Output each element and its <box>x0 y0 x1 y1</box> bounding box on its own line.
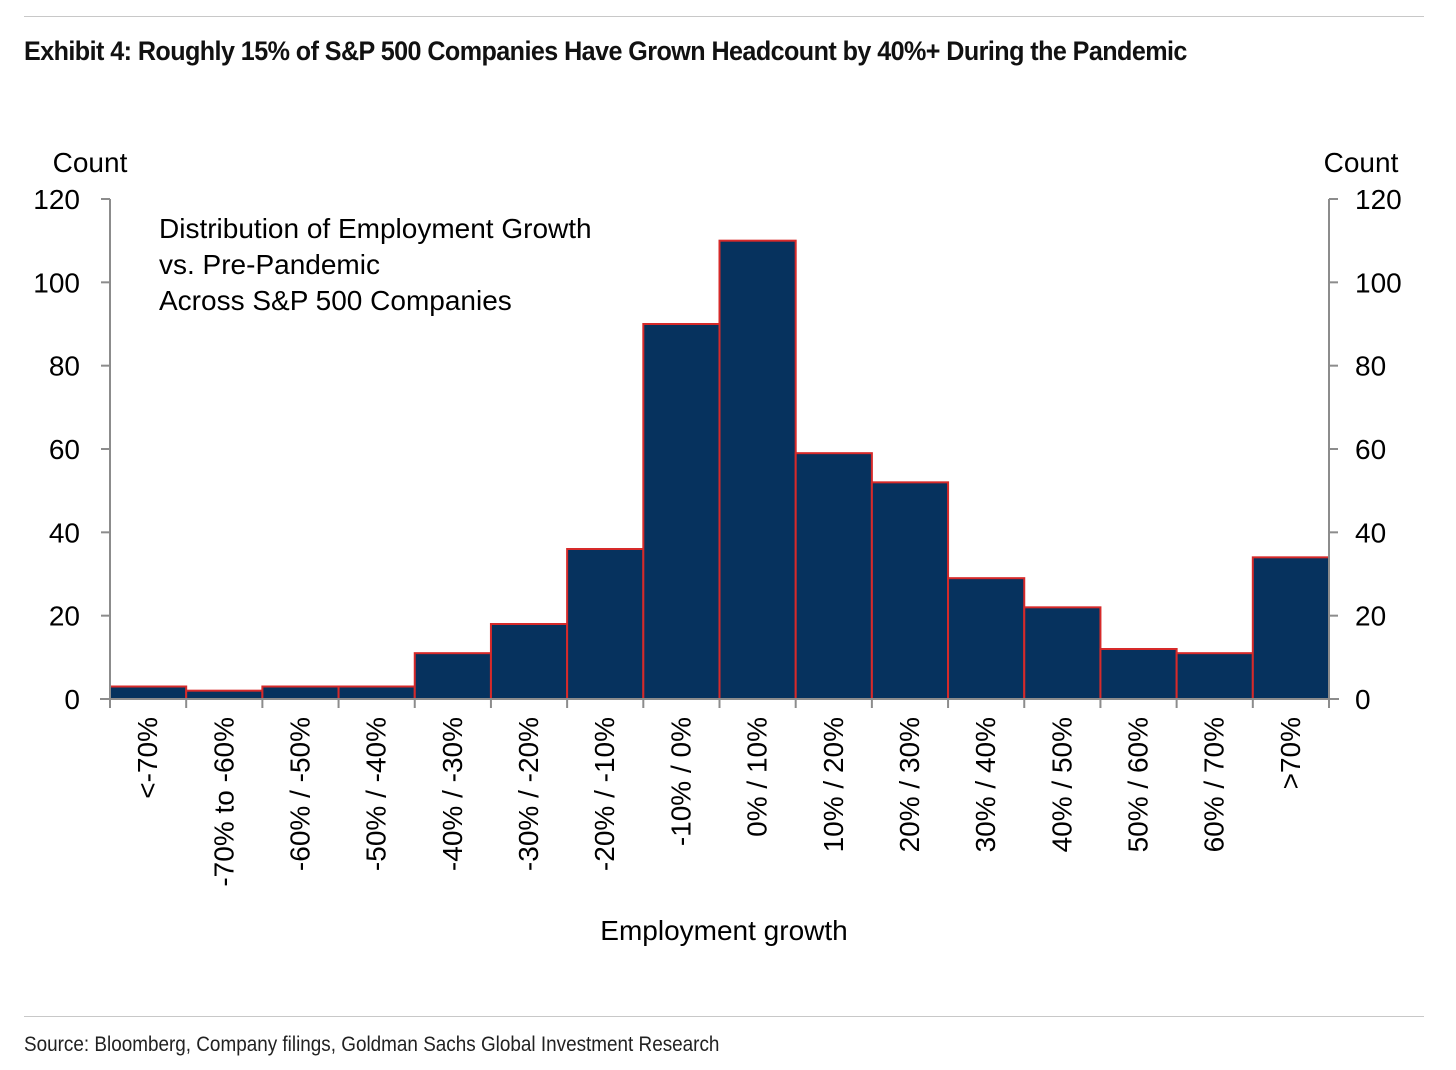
annotation-line: Across S&P 500 Companies <box>159 285 512 316</box>
bar-3 <box>337 685 416 700</box>
right-y-axis-label: Count <box>1324 147 1399 178</box>
right-y-tick-label: 60 <box>1355 434 1386 465</box>
bar-10 <box>870 481 950 700</box>
exhibit-title: Exhibit 4: Roughly 15% of S&P 500 Compan… <box>24 36 1187 66</box>
left-y-tick-label: 100 <box>33 267 80 298</box>
x-tick-label: -30% / -20% <box>513 717 544 871</box>
left-y-axis-label: Count <box>53 147 128 178</box>
top-rule <box>24 16 1424 17</box>
x-tick-label: -10% / 0% <box>665 717 696 846</box>
x-tick-label: 0% / 10% <box>742 717 773 837</box>
ticks-layer: 0 0 20 20 40 40 60 60 80 80 100 100 120 120 <-70% -70% … <box>33 184 1401 887</box>
x-axis-label: Employment growth <box>600 915 847 946</box>
x-tick-label: -20% / -10% <box>589 717 620 871</box>
left-y-tick-label: 20 <box>49 601 80 632</box>
x-tick-label: -50% / -40% <box>361 717 392 871</box>
bar-15 <box>1251 556 1331 701</box>
bar-8 <box>718 239 797 700</box>
bar-12 <box>1023 606 1102 701</box>
bar-2 <box>261 685 340 700</box>
x-tick-label: 60% / 70% <box>1199 717 1230 852</box>
bar-6 <box>566 548 645 700</box>
x-tick-label: -40% / -30% <box>437 717 468 871</box>
x-tick-label: 50% / 60% <box>1123 717 1154 852</box>
x-tick-label: 20% / 30% <box>894 717 925 852</box>
x-tick-label: >70% <box>1275 717 1306 789</box>
bar-7 <box>642 323 721 700</box>
annotation-line: Distribution of Employment Growth <box>159 213 592 244</box>
bars-layer <box>109 239 1331 701</box>
left-y-tick-label: 60 <box>49 434 80 465</box>
right-y-tick-label: 20 <box>1355 601 1386 632</box>
source-note: Source: Bloomberg, Company filings, Gold… <box>24 1033 720 1056</box>
right-y-tick-label: 120 <box>1355 184 1402 215</box>
bar-0 <box>109 685 188 700</box>
x-tick-label: 10% / 20% <box>818 717 849 852</box>
bar-4 <box>413 652 492 700</box>
left-y-tick-label: 120 <box>33 184 80 215</box>
bar-5 <box>489 623 569 700</box>
bar-14 <box>1175 652 1254 700</box>
left-y-tick-label: 40 <box>49 517 80 548</box>
left-y-tick-label: 80 <box>49 351 80 382</box>
x-tick-label: 30% / 40% <box>970 717 1001 852</box>
bar-9 <box>794 452 873 701</box>
right-y-tick-label: 40 <box>1355 517 1386 548</box>
right-y-tick-label: 80 <box>1355 351 1386 382</box>
annotation-line: vs. Pre-Pandemic <box>159 249 380 280</box>
left-y-tick-label: 0 <box>64 684 80 715</box>
chart-annotation: Distribution of Employment Growth vs. Pre… <box>159 213 592 316</box>
right-y-tick-label: 100 <box>1355 267 1402 298</box>
bar-1 <box>185 689 264 700</box>
x-tick-label: -70% to -60% <box>208 717 239 887</box>
bottom-rule <box>24 1016 1424 1017</box>
histogram-chart: 0 0 20 20 40 40 60 60 80 80 100 100 120 120 <-70% -70% … <box>33 147 1401 946</box>
x-tick-label: <-70% <box>132 717 163 799</box>
x-tick-label: -60% / -50% <box>284 717 315 871</box>
right-y-tick-label: 0 <box>1355 684 1371 715</box>
bar-11 <box>947 577 1026 700</box>
bar-13 <box>1099 648 1178 700</box>
x-tick-label: 40% / 50% <box>1046 717 1077 852</box>
